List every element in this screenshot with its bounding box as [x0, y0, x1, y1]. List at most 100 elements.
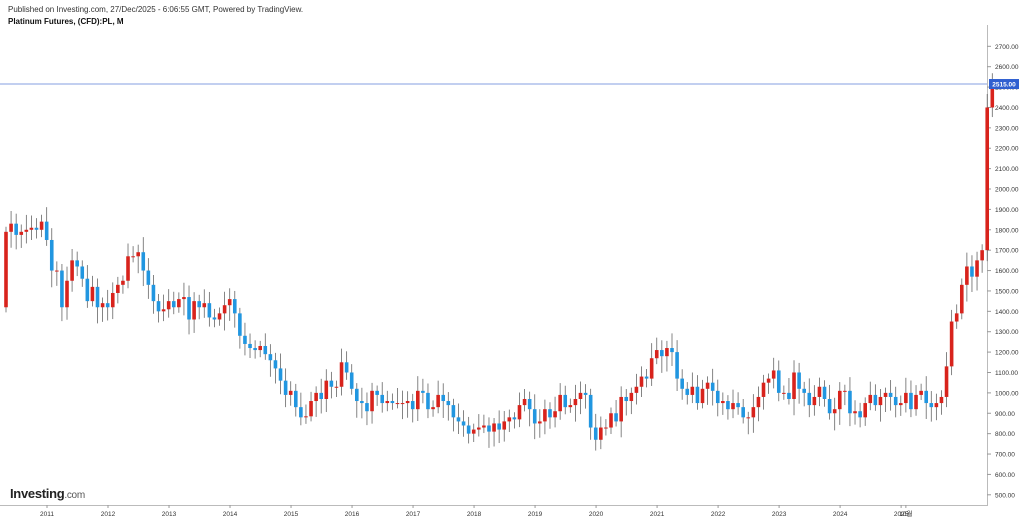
y-tick-label: 1200.00 [995, 350, 1019, 357]
candle-body [873, 394, 878, 406]
candle-body [354, 388, 359, 402]
x-tick-label: 2014 [223, 511, 238, 518]
candle-body [660, 350, 664, 357]
y-tick-label: 2000.00 [995, 187, 1019, 194]
candle-body [863, 403, 867, 418]
candle-body [761, 382, 766, 397]
candle-body [34, 227, 39, 230]
candle-body [482, 425, 486, 428]
candle-body [360, 401, 364, 404]
candle-body [55, 270, 59, 272]
candle-body [14, 223, 18, 235]
candle-body [512, 417, 517, 420]
x-tick-label: 2020 [589, 511, 604, 518]
candle-body [380, 394, 385, 404]
candle-body [883, 392, 888, 397]
candle-body [283, 380, 288, 395]
candle-body [207, 303, 212, 318]
candle-body [695, 386, 700, 404]
candle-body [924, 390, 929, 404]
candle-body [837, 390, 842, 410]
candle-body [29, 227, 34, 230]
candle-body [9, 223, 13, 232]
candle-body [395, 403, 400, 405]
candle-body [421, 390, 425, 393]
candle-body [670, 348, 674, 353]
x-tick-label: 2023 [772, 511, 787, 518]
candle-body [746, 417, 751, 419]
candle-body [507, 417, 512, 422]
candle-body [456, 417, 461, 422]
candle-body [100, 303, 105, 308]
candle-body [446, 401, 451, 406]
x-tick-label: 2024 [833, 511, 848, 518]
x-tick-label: 10월 [899, 509, 912, 518]
candle-body [375, 390, 379, 395]
candle-body [817, 386, 822, 397]
candle-body [85, 278, 90, 302]
symbol-title: Platinum Futures, (CFD):PL, M [8, 17, 124, 26]
candle-body [893, 396, 898, 406]
candle-body [568, 405, 573, 408]
y-tick-label: 1600.00 [995, 268, 1019, 275]
candle-body [192, 301, 196, 320]
candle-body [288, 390, 293, 395]
candle-body [243, 335, 247, 344]
candle-body [954, 313, 959, 322]
candle-body [614, 413, 618, 422]
candle-body [278, 368, 283, 381]
y-tick-label: 1400.00 [995, 309, 1019, 316]
y-tick-label: 1500.00 [995, 288, 1019, 295]
candle-body [60, 270, 64, 308]
y-tick-label: 500.00 [995, 492, 1015, 499]
candle-body [563, 394, 568, 408]
candle-body [44, 221, 49, 240]
candle-body [710, 382, 715, 391]
candle-body [980, 250, 984, 261]
candle-body [385, 401, 390, 404]
candle-body [914, 394, 918, 410]
candle-body [985, 107, 990, 251]
x-tick-label: 2019 [528, 511, 543, 518]
candle-body [344, 362, 349, 373]
candle-body [675, 352, 679, 379]
candle-body [161, 309, 166, 312]
candle-body [898, 403, 903, 406]
candle-body [517, 405, 522, 420]
candle-body [959, 284, 964, 314]
y-tick-label: 1700.00 [995, 248, 1019, 255]
candle-body [532, 409, 537, 424]
candle-body [304, 416, 308, 418]
candle-body [665, 348, 669, 357]
candle-body [227, 299, 232, 306]
candle-body [49, 239, 54, 271]
candle-body [466, 425, 471, 434]
candle-body [182, 297, 186, 300]
candle-body [527, 398, 532, 410]
x-tick-label: 2015 [284, 511, 299, 518]
candle-body [792, 372, 796, 399]
candle-body [492, 423, 496, 432]
candle-body [339, 362, 344, 387]
candle-body [177, 299, 181, 308]
candle-body [319, 392, 324, 399]
candle-body [390, 401, 395, 404]
candle-body [644, 376, 649, 379]
candle-body [832, 409, 837, 414]
y-tick-label: 800.00 [995, 431, 1015, 438]
candle-body [583, 392, 588, 395]
candle-body [949, 321, 954, 367]
candle-body [934, 403, 939, 408]
candle-body [426, 392, 430, 410]
candle-body [629, 392, 634, 402]
y-tick-label: 2400.00 [995, 105, 1019, 112]
candle-body [263, 345, 268, 355]
logo-main: Investing [10, 486, 65, 501]
candle-body [324, 380, 329, 399]
candle-body [771, 370, 776, 379]
candle-body [197, 301, 201, 308]
candle-body [39, 221, 44, 230]
candle-body [822, 386, 827, 399]
candle-body [166, 301, 171, 310]
